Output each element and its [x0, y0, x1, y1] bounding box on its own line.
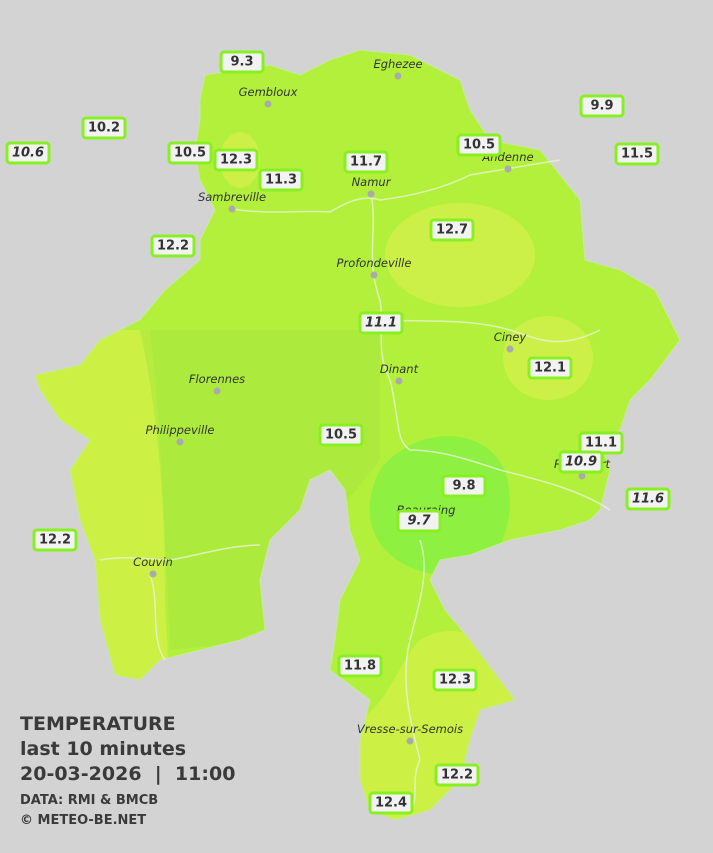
city-label: Gembloux — [239, 85, 298, 99]
city-dot — [367, 190, 375, 198]
city-label: Eghezee — [373, 57, 422, 71]
station-box — [5, 141, 51, 165]
city-label: Florennes — [189, 372, 245, 386]
station-box — [396, 509, 442, 533]
station-value: 9.3 — [230, 55, 253, 70]
station-value: 11.6 — [632, 492, 664, 507]
station-box — [337, 654, 383, 678]
station-value: 11.1 — [365, 316, 397, 331]
station-value: 12.2 — [157, 239, 189, 254]
station-box — [81, 116, 127, 140]
station-value: 9.7 — [407, 514, 431, 529]
station-value: 10.5 — [463, 138, 495, 153]
station-value: 10.9 — [565, 455, 597, 470]
station-box — [219, 50, 265, 74]
station-box — [318, 423, 364, 447]
source: DATA: RMI & BMCB — [20, 793, 158, 808]
station-value: 11.7 — [350, 155, 382, 170]
station-box — [432, 668, 478, 692]
station-value: 12.2 — [39, 533, 71, 548]
timestamp: 20-03-2026 | 11:00 — [20, 763, 235, 785]
station-value: 12.1 — [534, 361, 566, 376]
station-value: 12.4 — [375, 796, 407, 811]
city-dot — [395, 377, 403, 385]
city-label: Ciney — [494, 330, 527, 344]
station-box — [32, 528, 78, 552]
station-value: 11.5 — [621, 147, 653, 162]
station-box — [441, 474, 487, 498]
station-value: 12.2 — [441, 768, 473, 783]
station-box — [258, 168, 304, 192]
city-dot — [504, 165, 512, 173]
station-box — [358, 311, 404, 335]
city-label: Sambreville — [198, 190, 266, 204]
station-box — [213, 148, 259, 172]
city-label: Profondeville — [337, 256, 412, 270]
title: TEMPERATURE — [20, 713, 176, 735]
subtitle: last 10 minutes — [20, 738, 186, 760]
station-value: 9.8 — [452, 479, 475, 494]
city-dot — [394, 72, 402, 80]
station-box — [456, 133, 502, 157]
city-dot — [228, 205, 236, 213]
station-box — [614, 142, 660, 166]
city-dot — [213, 387, 221, 395]
station-value: 11.8 — [344, 659, 376, 674]
city-label: Philippeville — [146, 423, 215, 437]
station-value: 9.9 — [590, 99, 613, 114]
station-value: 12.3 — [220, 153, 252, 168]
station-value: 12.3 — [439, 673, 471, 688]
city-dot — [578, 472, 586, 480]
station-box — [167, 141, 213, 165]
station-value: 11.1 — [585, 436, 617, 451]
station-box — [343, 150, 389, 174]
city-dot — [264, 100, 272, 108]
station-value: 10.6 — [12, 146, 44, 161]
station-value: 10.2 — [88, 121, 120, 136]
station-box — [429, 218, 475, 242]
station-box — [368, 791, 414, 815]
station-box — [579, 94, 625, 118]
station-box — [527, 356, 573, 380]
credit: © METEO-BE.NET — [20, 813, 146, 828]
station-value: 11.3 — [265, 173, 297, 188]
city-label: Couvin — [133, 555, 173, 569]
city-dot — [370, 271, 378, 279]
station-box — [150, 234, 196, 258]
station-value: 12.7 — [436, 223, 468, 238]
station-value: 10.5 — [325, 428, 357, 443]
station-box — [558, 450, 604, 474]
city-dot — [176, 438, 184, 446]
city-label: Dinant — [380, 362, 419, 376]
city-label: Vresse-sur-Semois — [357, 722, 463, 736]
station-box — [625, 487, 671, 511]
station-box — [434, 763, 480, 787]
rivers — [99, 159, 611, 811]
city-label: Namur — [352, 175, 392, 189]
city-dot — [506, 345, 514, 353]
city-dot — [406, 737, 414, 745]
station-value: 10.5 — [174, 146, 206, 161]
city-dot — [149, 570, 157, 578]
